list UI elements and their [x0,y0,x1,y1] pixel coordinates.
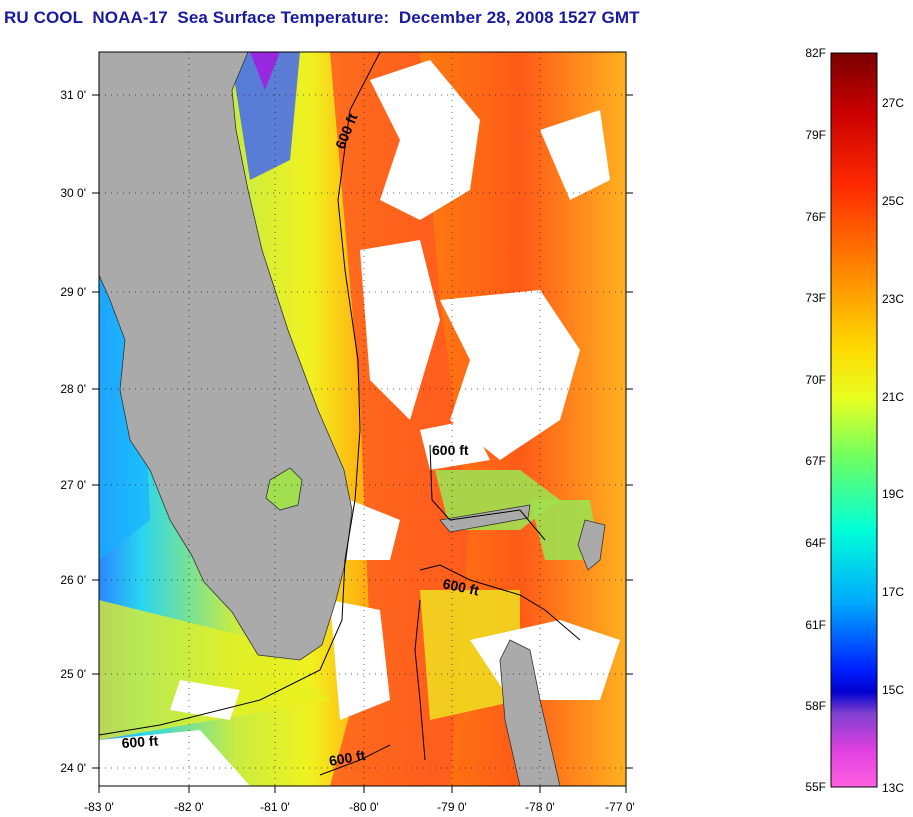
lon-tick-label: -83 0' [84,800,114,814]
colorbar-f-label: 55F [805,780,826,794]
florida-peninsula [99,52,353,661]
colorbar-c-label: 23C [882,292,904,306]
colorbar-c-label: 17C [882,585,904,599]
map-title: RU COOL NOAA-17 Sea Surface Temperature:… [4,8,640,27]
abaco [577,519,606,571]
colorbar-f-label: 76F [805,210,826,224]
lat-tick-label: 30 0' [60,186,86,200]
lat-tick-label: 28 0' [60,382,86,396]
lat-tick-label: 26 0' [60,573,86,587]
colorbar-f-label: 82F [805,46,826,60]
land [99,52,606,786]
contour-label-cay-sal: 600 ft [441,575,480,598]
latitude-axis: 31 0' 30 0' 29 0' 28 0' 27 0' 26 0' 25 0… [60,88,633,775]
lat-tick-label: 25 0' [60,667,86,681]
longitude-axis: -83 0' -82 0' -81 0' -80 0' -79 0' -78 0… [84,786,635,814]
cloud-cover [99,60,620,786]
contour-label-keys: 600 ft [121,732,159,751]
lat-tick-label: 29 0' [60,285,86,299]
colorbar-f-label: 73F [805,291,826,305]
colorbar-c-label: 27C [882,96,904,110]
colorbar-f-label: 67F [805,454,826,468]
lon-tick-label: -82 0' [174,800,204,814]
andros [499,639,561,786]
lon-tick-label: -80 0' [349,800,379,814]
lon-tick-label: -79 0' [437,800,467,814]
lat-tick-label: 24 0' [60,761,86,775]
colorbar-c-label: 13C [882,781,904,795]
temperature-colorbar: 82F 79F 76F 73F 70F 67F 64F 61F 58F 55F … [805,46,904,795]
colorbar-c-label: 25C [882,194,904,208]
colorbar-f-label: 70F [805,373,826,387]
lon-tick-label: -81 0' [260,800,290,814]
colorbar-c-label: 21C [882,390,904,404]
colorbar-f-label: 58F [805,699,826,713]
contour-label-grand-bahama: 600 ft [432,442,469,458]
colorbar-gradient [830,52,878,788]
colorbar-c-label: 19C [882,487,904,501]
colorbar-f-label: 64F [805,536,826,550]
sst-field [99,52,626,786]
lat-tick-label: 31 0' [60,88,86,102]
lat-tick-label: 27 0' [60,478,86,492]
colorbar-c-label: 15C [882,683,904,697]
contour-label-south: 600 ft [328,747,367,769]
lon-tick-label: -78 0' [525,800,555,814]
plot-frame [98,51,627,787]
lon-tick-label: -77 0' [605,800,635,814]
isobath-600ft [99,52,581,776]
colorbar-f-label: 79F [805,128,826,142]
grid [99,52,626,786]
colorbar-f-label: 61F [805,618,826,632]
